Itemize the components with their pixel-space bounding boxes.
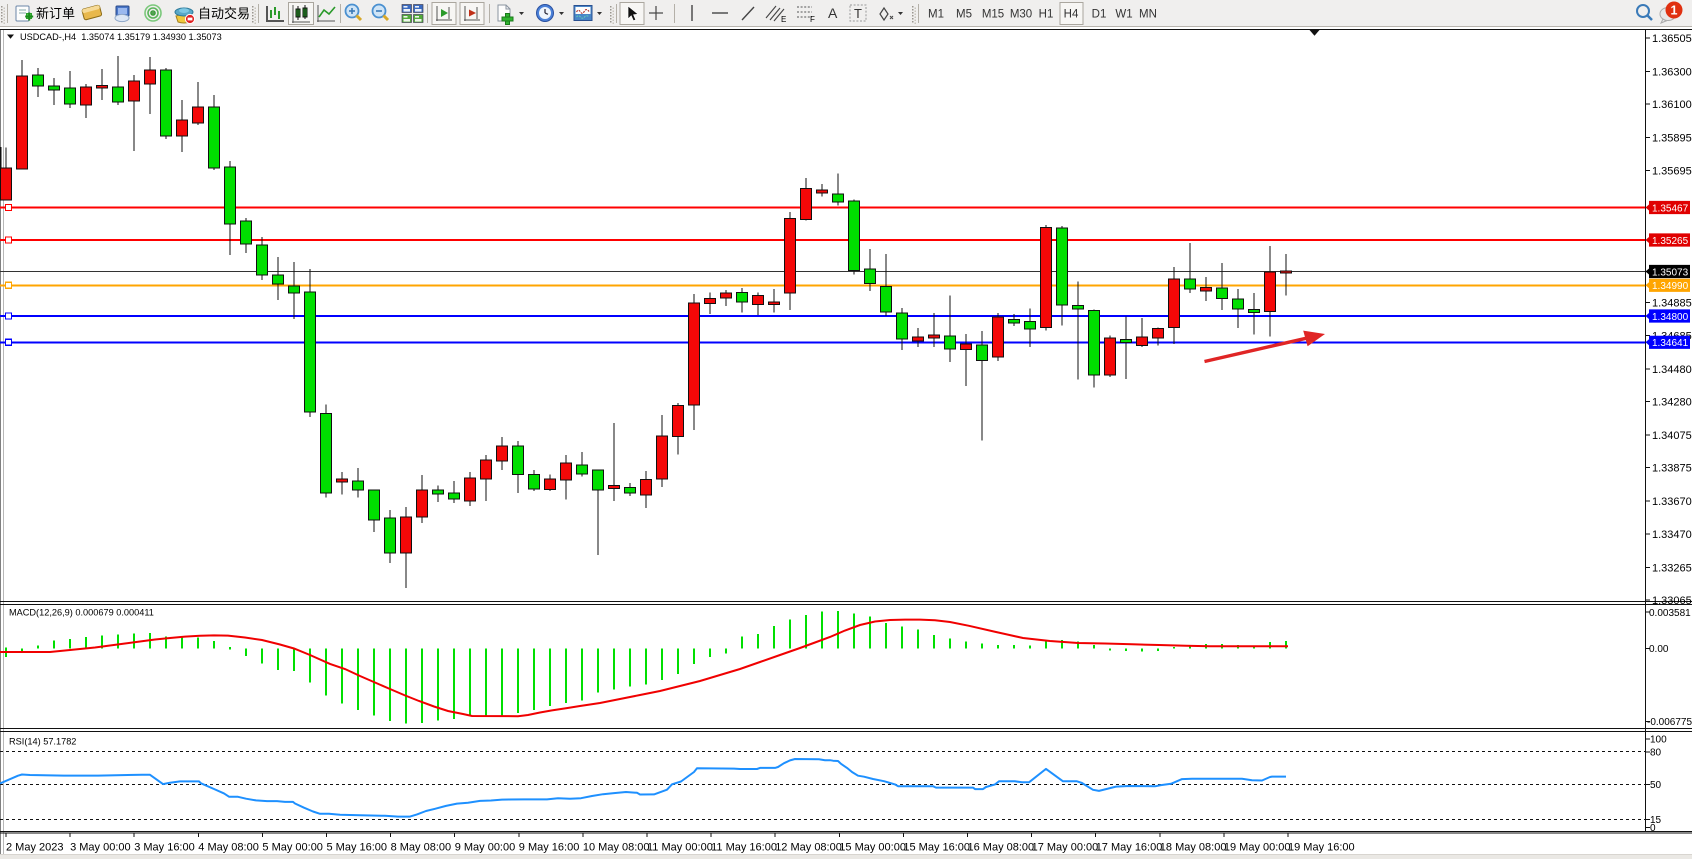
svg-text:1: 1	[1671, 4, 1678, 18]
svg-text:3 May 16:00: 3 May 16:00	[134, 842, 195, 854]
svg-text:H1: H1	[1039, 9, 1054, 21]
svg-text:1.35073: 1.35073	[1652, 267, 1689, 278]
svg-text:12 May 08:00: 12 May 08:00	[775, 842, 842, 854]
svg-text:5 May 16:00: 5 May 16:00	[327, 842, 388, 854]
svg-text:1.34885: 1.34885	[1652, 298, 1692, 310]
svg-text:80: 80	[1650, 748, 1662, 759]
svg-text:M15: M15	[982, 9, 1004, 21]
svg-text:USDCAD-,H4 1.35074 1.35179 1.: USDCAD-,H4 1.35074 1.35179 1.34930 1.350…	[20, 32, 222, 42]
svg-text:H4: H4	[1064, 9, 1079, 21]
svg-text:1.33470: 1.33470	[1652, 529, 1692, 541]
svg-text:自动交易: 自动交易	[198, 6, 250, 21]
svg-text:100: 100	[1650, 735, 1667, 746]
svg-text:1.35895: 1.35895	[1652, 133, 1692, 145]
svg-text:W1: W1	[1115, 9, 1132, 21]
svg-text:1.34990: 1.34990	[1652, 281, 1689, 292]
svg-text:11 May 16:00: 11 May 16:00	[711, 842, 777, 854]
svg-text:1.34075: 1.34075	[1652, 430, 1692, 442]
svg-text:-0.006775: -0.006775	[1647, 717, 1692, 728]
svg-text:9 May 16:00: 9 May 16:00	[519, 842, 580, 854]
svg-text:0.003581: 0.003581	[1649, 608, 1691, 619]
svg-text:1.35695: 1.35695	[1652, 165, 1692, 177]
svg-text:E: E	[781, 15, 786, 24]
svg-text:T: T	[854, 6, 862, 21]
svg-text:A: A	[828, 5, 838, 21]
svg-text:2 May 2023: 2 May 2023	[6, 842, 63, 854]
svg-text:19 May 00:00: 19 May 00:00	[1224, 842, 1291, 854]
svg-text:1.36300: 1.36300	[1652, 67, 1692, 79]
svg-text:1.33065: 1.33065	[1652, 595, 1692, 607]
svg-text:M5: M5	[956, 9, 972, 21]
svg-text:新订单: 新订单	[36, 6, 75, 21]
svg-text:15 May 16:00: 15 May 16:00	[903, 842, 970, 854]
svg-text:1.35265: 1.35265	[1652, 236, 1689, 247]
svg-text:9 May 00:00: 9 May 00:00	[455, 842, 516, 854]
svg-text:1.34280: 1.34280	[1652, 397, 1692, 409]
svg-text:15: 15	[1650, 815, 1662, 826]
svg-text:16 May 08:00: 16 May 08:00	[968, 842, 1035, 854]
svg-text:F: F	[810, 15, 815, 24]
svg-text:8 May 08:00: 8 May 08:00	[391, 842, 452, 854]
svg-text:3 May 00:00: 3 May 00:00	[70, 842, 131, 854]
svg-text:0.00: 0.00	[1649, 644, 1669, 655]
svg-text:1.33670: 1.33670	[1652, 496, 1692, 508]
svg-text:RSI(14) 57.1782: RSI(14) 57.1782	[9, 737, 76, 747]
svg-text:MN: MN	[1139, 9, 1157, 21]
svg-text:15 May 00:00: 15 May 00:00	[839, 842, 906, 854]
svg-text:1.33875: 1.33875	[1652, 463, 1692, 475]
svg-text:17 May 00:00: 17 May 00:00	[1032, 842, 1099, 854]
svg-text:1.34800: 1.34800	[1652, 312, 1689, 323]
svg-text:0: 0	[1650, 823, 1656, 834]
svg-text:17 May 16:00: 17 May 16:00	[1096, 842, 1163, 854]
svg-text:M1: M1	[928, 9, 944, 21]
svg-text:1.35467: 1.35467	[1652, 203, 1689, 214]
svg-text:19 May 16:00: 19 May 16:00	[1288, 842, 1355, 854]
svg-text:MACD(12,26,9) 0.000679 0.00041: MACD(12,26,9) 0.000679 0.000411	[9, 608, 154, 618]
svg-text:5 May 00:00: 5 May 00:00	[262, 842, 323, 854]
svg-text:4 May 08:00: 4 May 08:00	[198, 842, 259, 854]
svg-text:50: 50	[1650, 780, 1662, 791]
svg-text:1.34641: 1.34641	[1652, 338, 1689, 349]
svg-text:1.36505: 1.36505	[1652, 33, 1692, 45]
svg-text:10 May 08:00: 10 May 08:00	[583, 842, 650, 854]
svg-text:M30: M30	[1010, 9, 1032, 21]
svg-text:11 May 00:00: 11 May 00:00	[647, 842, 713, 854]
svg-text:1.33265: 1.33265	[1652, 562, 1692, 574]
svg-text:1.34480: 1.34480	[1652, 364, 1692, 376]
svg-text:D1: D1	[1092, 9, 1107, 21]
svg-text:1.36100: 1.36100	[1652, 99, 1692, 111]
svg-text:18 May 08:00: 18 May 08:00	[1160, 842, 1227, 854]
